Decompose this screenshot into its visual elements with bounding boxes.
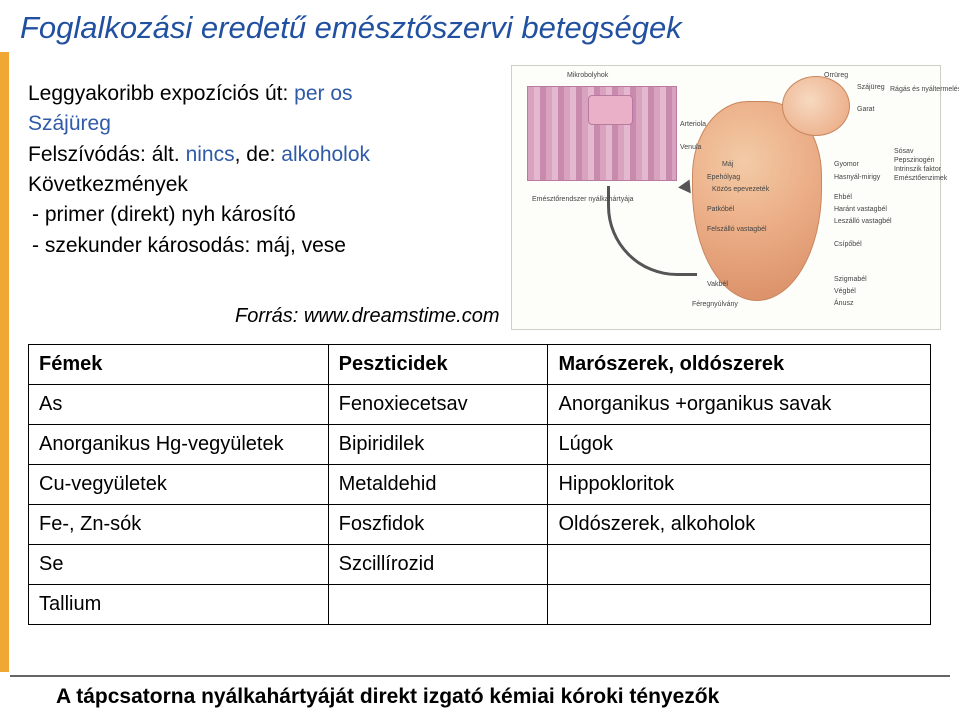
diagram-label: Féregnyúlvány bbox=[692, 301, 738, 308]
diagram-label: Csípőbél bbox=[834, 241, 862, 248]
diagram-label: Epehólyag bbox=[707, 174, 740, 181]
footer-divider bbox=[10, 675, 950, 677]
diagram-label: Sósav bbox=[894, 148, 913, 155]
content-line-6: - szekunder károsodás: máj, vese bbox=[32, 232, 498, 260]
table-cell: Se bbox=[29, 545, 329, 585]
table-header: Peszticidek bbox=[328, 345, 548, 385]
diagram-label: Felszálló vastagbél bbox=[707, 226, 767, 233]
diagram-label: Venula bbox=[680, 144, 701, 151]
table-cell: Metaldehid bbox=[328, 465, 548, 505]
diagram-label: Rágás és nyáltermelés bbox=[890, 86, 959, 93]
absorption-sep: , de: bbox=[235, 143, 282, 166]
content-line-1: Leggyakoribb expozíciós út: per os bbox=[28, 80, 498, 108]
diagram-label: Intrinszik faktor bbox=[894, 166, 941, 173]
table-cell: Fenoxiecetsav bbox=[328, 385, 548, 425]
table-cell: Bipiridilek bbox=[328, 425, 548, 465]
table-cell bbox=[548, 545, 931, 585]
diagram-label: Arteriola bbox=[680, 121, 706, 128]
table-cell: Szcillírozid bbox=[328, 545, 548, 585]
table-row: Anorganikus Hg-vegyületek Bipiridilek Lú… bbox=[29, 425, 931, 465]
table-cell: Lúgok bbox=[548, 425, 931, 465]
diagram-label: Vakbél bbox=[707, 281, 728, 288]
diagram-label: Gyomor bbox=[834, 161, 859, 168]
table-cell: As bbox=[29, 385, 329, 425]
diagram-label: Haránt vastagbél bbox=[834, 206, 887, 213]
diagram-label: Ánusz bbox=[834, 300, 853, 307]
content-line-5: - primer (direkt) nyh károsító bbox=[32, 201, 498, 229]
table-cell: Foszfidok bbox=[328, 505, 548, 545]
diagram-label: Máj bbox=[722, 161, 733, 168]
diagram-label: Garat bbox=[857, 106, 875, 113]
table-row: Se Szcillírozid bbox=[29, 545, 931, 585]
diagram-label: Hasnyál-mirigy bbox=[834, 174, 880, 181]
table-cell: Cu-vegyületek bbox=[29, 465, 329, 505]
diagram-label: Szájüreg bbox=[857, 84, 885, 91]
table-cell bbox=[548, 585, 931, 625]
diagram-label: Leszálló vastagbél bbox=[834, 218, 892, 225]
diagram-label: Közös epevezeték bbox=[712, 186, 769, 193]
diagram-label: Orrüreg bbox=[824, 72, 848, 79]
table-header: Fémek bbox=[29, 345, 329, 385]
villi-inset bbox=[588, 95, 633, 125]
content-line-3: Felszívódás: ált. nincs, de: alkoholok bbox=[28, 141, 498, 169]
table-cell: Tallium bbox=[29, 585, 329, 625]
table-row: Cu-vegyületek Metaldehid Hippokloritok bbox=[29, 465, 931, 505]
table-header: Marószerek, oldószerek bbox=[548, 345, 931, 385]
absorption-value: nincs bbox=[186, 143, 235, 166]
table-row: Fe-, Zn-sók Foszfidok Oldószerek, alkoho… bbox=[29, 505, 931, 545]
anatomy-diagram: Mikrobolyhok Orrüreg Szájüreg Rágás és n… bbox=[511, 65, 941, 330]
villi-illustration bbox=[527, 86, 677, 181]
head-illustration bbox=[782, 76, 850, 136]
exposure-value: per os bbox=[294, 82, 352, 105]
diagram-label: Végbél bbox=[834, 288, 856, 295]
absorption-text: Felszívódás: ált. bbox=[28, 143, 186, 166]
diagram-label: Patkóbél bbox=[707, 206, 734, 213]
diagram-label: Ehbél bbox=[834, 194, 852, 201]
table-cell: Fe-, Zn-sók bbox=[29, 505, 329, 545]
table-row: Tallium bbox=[29, 585, 931, 625]
page-title: Foglalkozási eredetű emésztőszervi beteg… bbox=[20, 10, 682, 46]
source-citation: Forrás: www.dreamstime.com bbox=[235, 305, 500, 328]
accent-bar bbox=[0, 52, 9, 672]
content-line-4: Következmények bbox=[28, 171, 498, 199]
diagram-label: Emésztőrendszer nyálkahártyája bbox=[532, 196, 634, 203]
diagram-label: Mikrobolyhok bbox=[567, 72, 608, 79]
table-cell: Hippokloritok bbox=[548, 465, 931, 505]
footer-text: A tápcsatorna nyálkahártyáját direkt izg… bbox=[56, 685, 719, 709]
table-cell: Anorganikus +organikus savak bbox=[548, 385, 931, 425]
diagram-label: Szigmabél bbox=[834, 276, 867, 283]
table-cell: Anorganikus Hg-vegyületek bbox=[29, 425, 329, 465]
exposure-text: Leggyakoribb expozíciós út: bbox=[28, 82, 294, 105]
substances-table: Fémek Peszticidek Marószerek, oldószerek… bbox=[28, 344, 931, 625]
content-line-2: Szájüreg bbox=[28, 110, 498, 138]
table-cell bbox=[328, 585, 548, 625]
table-row: As Fenoxiecetsav Anorganikus +organikus … bbox=[29, 385, 931, 425]
diagram-label: Emésztőenzimek bbox=[894, 175, 947, 182]
table-header-row: Fémek Peszticidek Marószerek, oldószerek bbox=[29, 345, 931, 385]
content-block: Leggyakoribb expozíciós út: per os Szájü… bbox=[28, 80, 498, 262]
table-cell: Oldószerek, alkoholok bbox=[548, 505, 931, 545]
table-body: As Fenoxiecetsav Anorganikus +organikus … bbox=[29, 385, 931, 625]
absorption-except: alkoholok bbox=[281, 143, 370, 166]
diagram-label: Pepszinogén bbox=[894, 157, 934, 164]
